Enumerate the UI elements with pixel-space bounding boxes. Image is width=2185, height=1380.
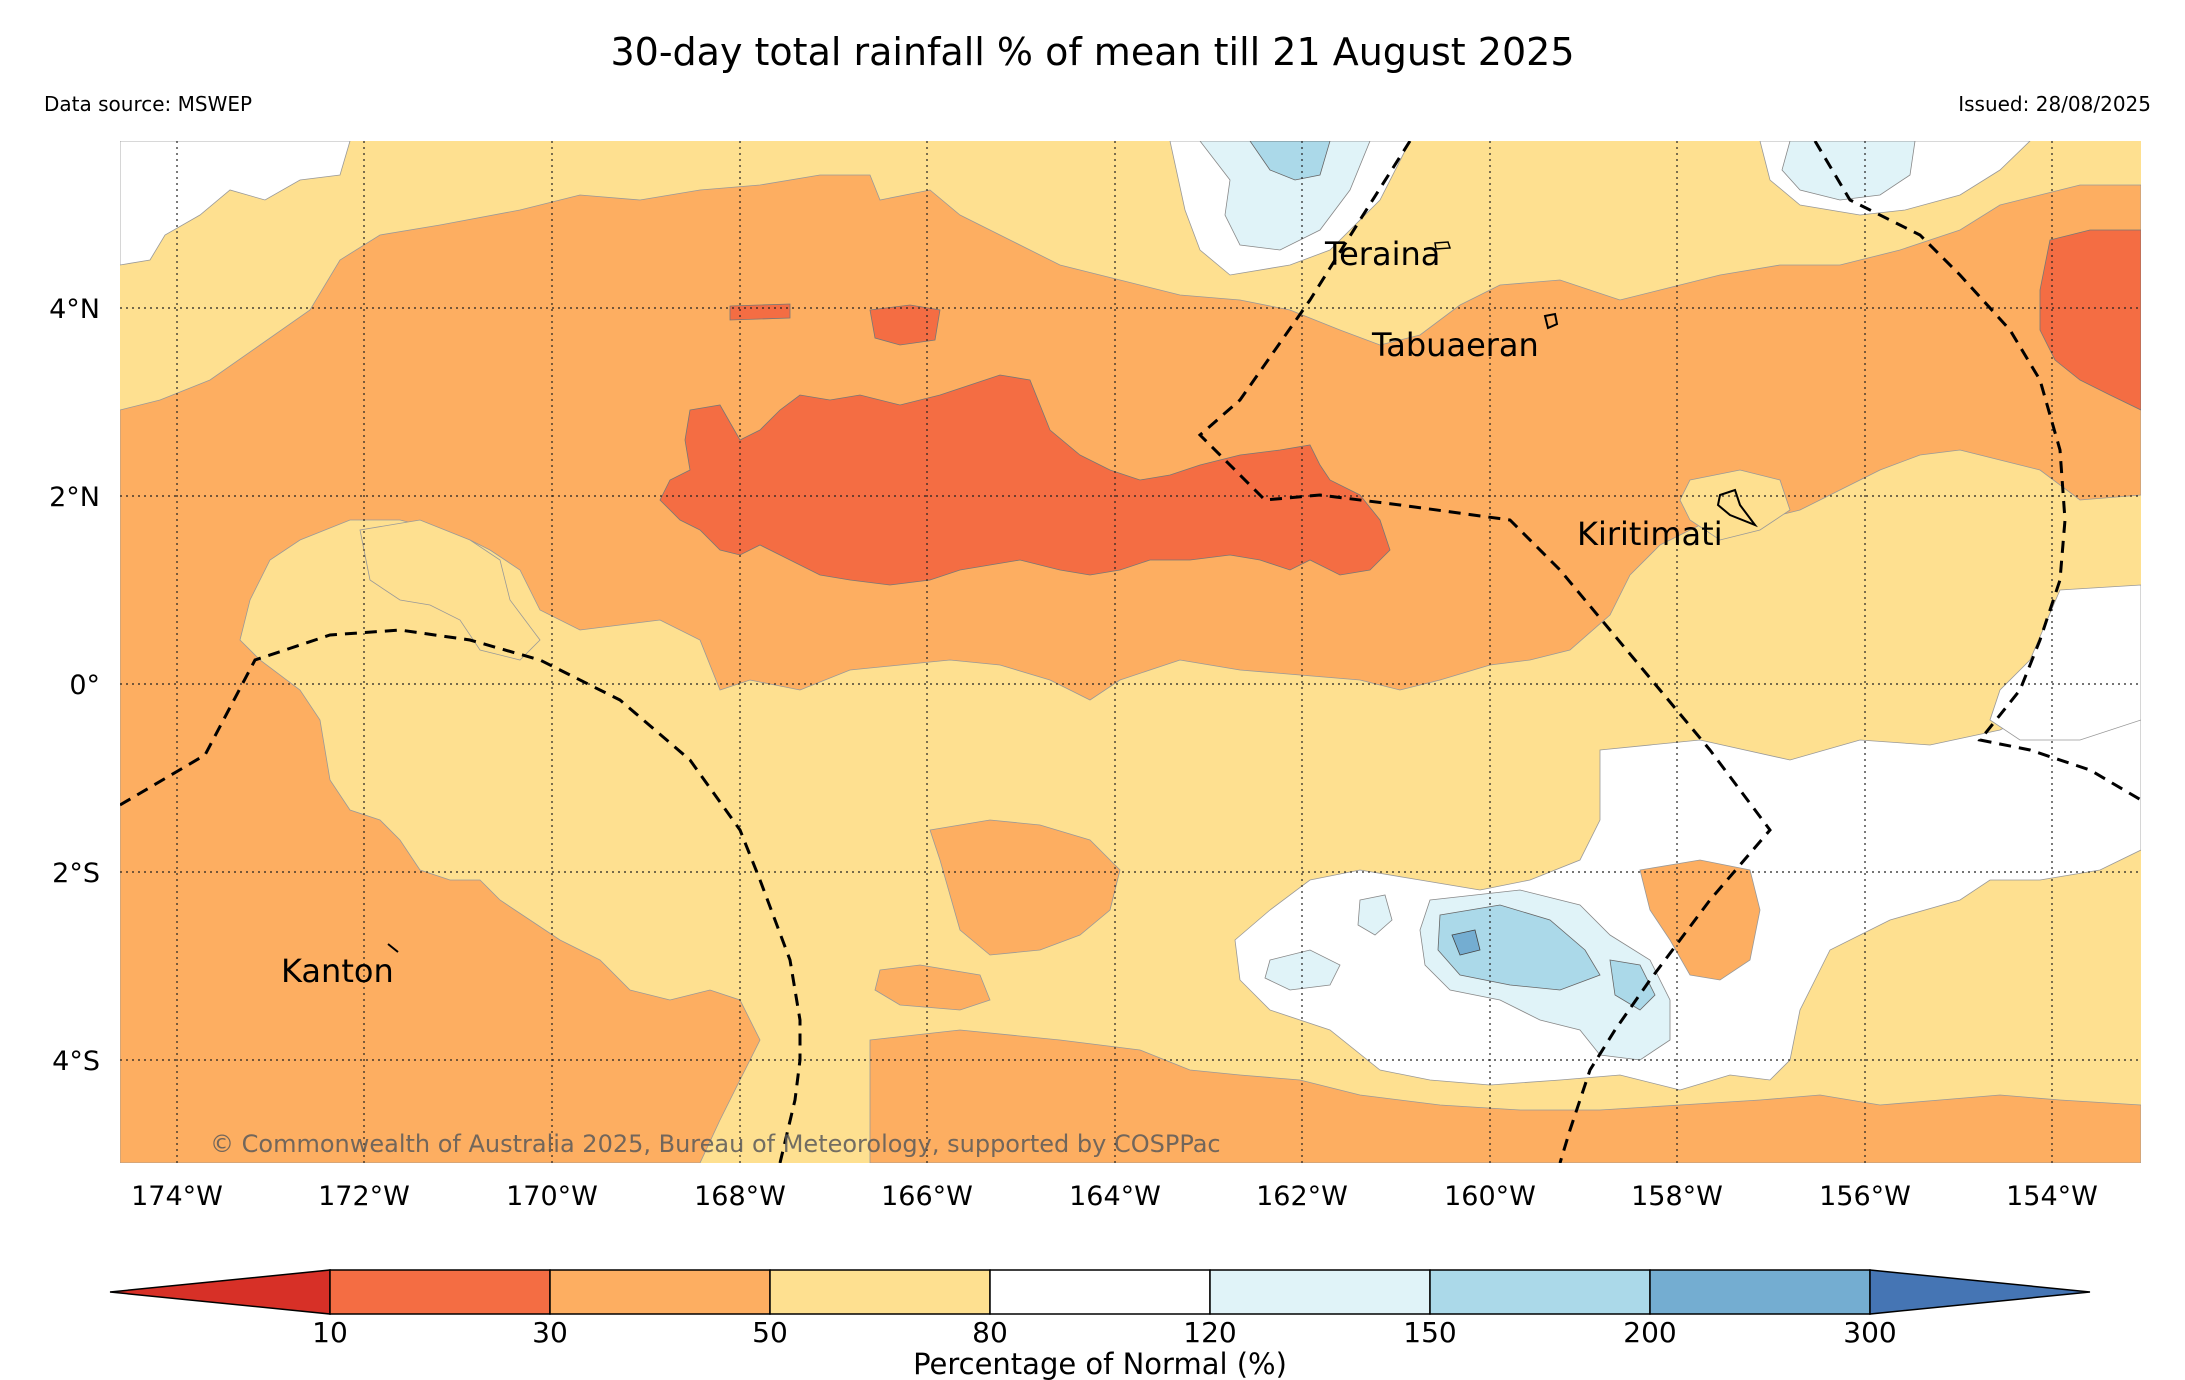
longitude-tick-label: 162°W (1256, 1181, 1348, 1212)
colorbar-tick-label: 30 (532, 1316, 568, 1349)
eez-line-islands (1197, 141, 1772, 1163)
colorbar-segment-200-300 (1649, 1269, 1871, 1315)
zone-50-80-west-island (359, 519, 541, 661)
colorbar-segment-gt300 (1869, 1269, 2091, 1315)
latitude-tick-label: 4°S (52, 1046, 100, 1077)
colorbar-tick-label: 200 (1623, 1316, 1676, 1349)
longitude-tick-label: 154°W (2006, 1181, 2098, 1212)
place-label-tabuaeran: Tabuaeran (1371, 326, 1539, 364)
colorbar-tick-label: 300 (1843, 1316, 1896, 1349)
colorbar-segment-80-120 (989, 1269, 1211, 1315)
longitude-tick-label: 156°W (1819, 1181, 1911, 1212)
colorbar: 10 30 50 80 120 150 200 300 Percentage of Norma… (109, 1269, 2091, 1380)
copyright-notice: © Commonwealth of Australia 2025, Bureau… (210, 1130, 1221, 1158)
map-title: 30-day total rainfall % of mean till 21 … (610, 30, 1575, 74)
zone-200-300-south (1451, 929, 1481, 956)
zone-150-200-southeast (1609, 959, 1656, 1011)
zone-120-150-small (1357, 894, 1393, 936)
zone-10-30-central (659, 374, 1391, 586)
zone-150-200-top (1249, 141, 1331, 181)
rainfall-field (120, 141, 2141, 1163)
colorbar-tick-label: 10 (312, 1316, 348, 1349)
latitude-tick-label: 4°N (49, 294, 100, 325)
colorbar-segment-10-30 (329, 1269, 551, 1315)
colorbar-segment-30-50 (549, 1269, 771, 1315)
longitude-tick-label: 168°W (694, 1181, 786, 1212)
zone-30-50-south-mid (929, 819, 1121, 956)
longitude-tick-label: 166°W (881, 1181, 973, 1212)
latitude-tick-label: 2°S (52, 858, 100, 889)
zone-80-120-east (1989, 584, 2141, 741)
colorbar-tick-label: 50 (752, 1316, 788, 1349)
eez-east (1813, 141, 2141, 802)
latitude-tick-labels: 4°N 2°N 0° 2°S 4°S (49, 294, 100, 1077)
place-label-kanton: Kanton (281, 952, 394, 990)
graticule (120, 141, 2141, 1163)
latitude-tick-label: 2°N (49, 482, 100, 513)
colorbar-tick-label: 150 (1403, 1316, 1456, 1349)
zone-10-30-northwest (869, 304, 941, 346)
zone-30-50-lower-left (874, 964, 991, 1011)
tabuaeran-island (1543, 312, 1559, 330)
zone-10-30-north-strip (729, 303, 791, 321)
colorbar-tick-labels: 10 30 50 80 120 150 200 300 (312, 1316, 1897, 1349)
latitude-tick-label: 0° (69, 670, 100, 701)
place-label-kiritimati: Kiritimati (1577, 515, 1723, 553)
longitude-tick-label: 160°W (1444, 1181, 1536, 1212)
longitude-tick-label: 170°W (506, 1181, 598, 1212)
longitude-tick-label: 164°W (1069, 1181, 1161, 1212)
kiritimati-island (1716, 488, 1758, 528)
longitude-tick-labels: 174°W 172°W 170°W 168°W 166°W 164°W 162°W 160°W… (131, 1181, 2098, 1212)
issued-date-label: Issued: 28/08/2025 (1958, 92, 2151, 116)
colorbar-label: Percentage of Normal (%) (913, 1347, 1287, 1380)
colorbar-segment-120-150 (1209, 1269, 1431, 1315)
zone-120-150-top-right (1781, 141, 1916, 201)
colorbar-segment-50-80 (769, 1269, 991, 1315)
data-source-label: Data source: MSWEP (44, 92, 253, 116)
longitude-tick-label: 172°W (318, 1181, 410, 1212)
kanton-island (387, 943, 399, 953)
zone-150-200-south (1437, 904, 1601, 991)
colorbar-segment-lt10 (109, 1269, 331, 1315)
longitude-tick-label: 158°W (1631, 1181, 1723, 1212)
zone-30-50-southeast (1639, 859, 1761, 981)
colorbar-tick-label: 80 (972, 1316, 1008, 1349)
eez-boundaries (120, 141, 2141, 1163)
colorbar-segment-150-200 (1429, 1269, 1651, 1315)
teraina-island (1434, 241, 1452, 250)
zone-50-80-east-island (1679, 469, 1791, 541)
zone-10-30-east (2039, 229, 2141, 411)
longitude-tick-label: 174°W (131, 1181, 223, 1212)
place-label-teraina: Teraina (1324, 235, 1440, 273)
eez-kanton (120, 628, 802, 1163)
colorbar-tick-label: 120 (1183, 1316, 1236, 1349)
zone-30-50-main (120, 174, 2141, 1163)
zone-120-150-top (1199, 141, 1371, 251)
